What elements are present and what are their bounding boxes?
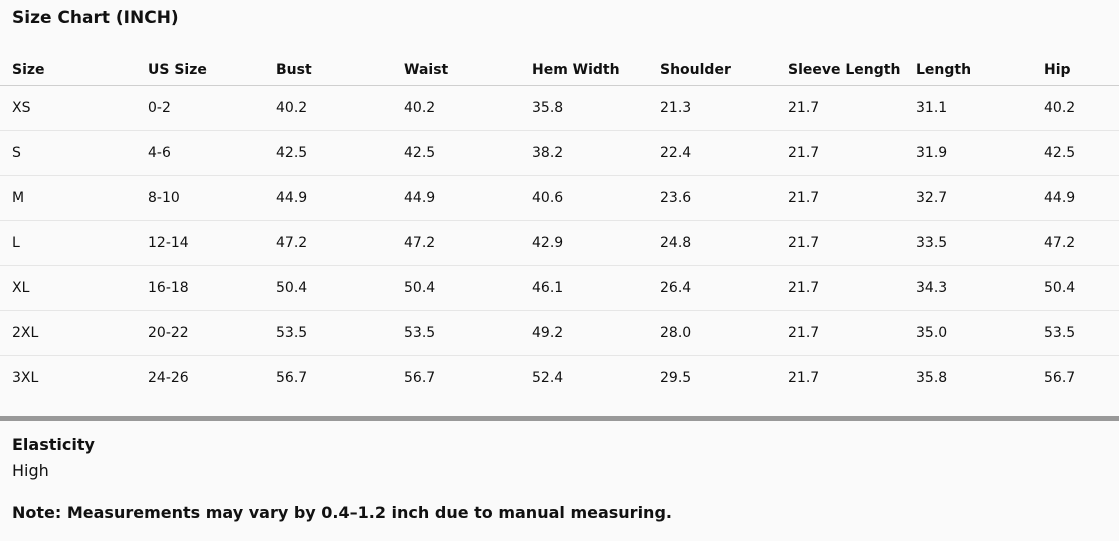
table-cell: 23.6 — [648, 175, 776, 221]
table-cell: 21.7 — [776, 220, 904, 266]
table-cell: 2XL — [0, 310, 136, 356]
table-cell: 31.9 — [904, 130, 1032, 176]
table-row: 2XL 20-22 53.5 53.5 49.2 28.0 21.7 35.0 53.5 — [0, 310, 1119, 356]
table-cell: 0-2 — [136, 85, 264, 131]
column-header: Length — [904, 40, 1032, 86]
table-cell: 35.8 — [916, 370, 948, 386]
table-header: Size US Size Bust Waist Hem Width Shoulder Sle… — [0, 40, 1119, 86]
elasticity-value: High — [12, 461, 49, 480]
table-cell: 28.0 — [648, 310, 776, 356]
table-cell: 47.2 — [392, 220, 520, 266]
table-cell: 42.5 — [392, 130, 520, 176]
table-cell: 56.7 — [404, 370, 436, 386]
table-cell: 53.5 — [264, 310, 392, 356]
table-cell: 46.1 — [520, 265, 648, 311]
table-cell: 22.4 — [648, 130, 776, 176]
table-cell: 50.4 — [392, 265, 520, 311]
table-cell: 24.8 — [648, 220, 776, 266]
table-cell: 8-10 — [136, 175, 264, 221]
table-cell: L — [0, 220, 136, 266]
table-cell: 34.3 — [904, 265, 1032, 311]
table-cell: XS — [0, 85, 136, 131]
table-cell: 26.4 — [648, 265, 776, 311]
table-cell: 44.9 — [1032, 175, 1119, 221]
table-cell: 21.7 — [776, 85, 904, 131]
table-cell: 47.2 — [264, 220, 392, 266]
table-cell: 21.7 — [776, 310, 904, 356]
table-cell: 4-6 — [136, 130, 264, 176]
table-row: M 8-10 44.9 44.9 40.6 23.6 21.7 32.7 44.9 — [0, 175, 1119, 221]
title: Size Chart (INCH) — [12, 8, 179, 28]
table-cell: S — [0, 130, 136, 176]
table-cell: 40.2 — [1032, 85, 1119, 131]
divider — [0, 416, 1119, 421]
table-cell: 32.7 — [904, 175, 1032, 221]
table-row: S 4-6 42.5 42.5 38.2 22.4 21.7 31.9 42.5 — [0, 130, 1119, 176]
table-cell: 31.1 — [904, 85, 1032, 131]
table-cell: 52.4 — [532, 370, 564, 386]
table-cell: 29.5 — [660, 370, 692, 386]
table-cell: 40.6 — [520, 175, 648, 221]
table-cell: 49.2 — [520, 310, 648, 356]
column-header: Waist — [392, 40, 520, 86]
table-cell: 38.2 — [520, 130, 648, 176]
table-cell: 21.7 — [776, 130, 904, 176]
table-cell: 3XL — [12, 370, 39, 386]
note: Note: Measurements may vary by 0.4–1.2 i… — [12, 503, 672, 522]
table-cell: 56.7 — [276, 370, 308, 386]
table-cell: 16-18 — [136, 265, 264, 311]
table-row: XL 16-18 50.4 50.4 46.1 26.4 21.7 34.3 50.4 — [0, 265, 1119, 311]
table-cell: 12-14 — [136, 220, 264, 266]
table-cell: 35.0 — [904, 310, 1032, 356]
column-header: Shoulder — [648, 40, 776, 86]
table-row: XS 0-2 40.2 40.2 35.8 21.3 21.7 31.1 40.2 — [0, 85, 1119, 131]
table-cell: 47.2 — [1032, 220, 1119, 266]
table-cell: 44.9 — [392, 175, 520, 221]
size-table: Size US Size Bust Waist Hem Width Shoulder Sle… — [0, 40, 1119, 400]
table-cell: 20-22 — [136, 310, 264, 356]
table-body: XS 0-2 40.2 40.2 35.8 21.3 21.7 31.1 40.2 S 4-6 42.… — [0, 85, 1119, 401]
table-cell: 21.3 — [648, 85, 776, 131]
column-header: Size — [0, 40, 136, 86]
table-cell: 21.7 — [776, 175, 904, 221]
table-cell: 42.9 — [520, 220, 648, 266]
column-header: Hem Width — [520, 40, 648, 86]
elasticity-label: Elasticity — [12, 435, 95, 454]
table-row: 3XL 24-26 56.7 56.7 52.4 29.5 21.7 35.8 56.7 — [0, 356, 1119, 401]
table-cell: 35.8 — [520, 85, 648, 131]
table-row: L 12-14 47.2 47.2 42.9 24.8 21.7 33.5 47.2 — [0, 220, 1119, 266]
table-cell: 40.2 — [392, 85, 520, 131]
table-cell: 40.2 — [264, 85, 392, 131]
column-header: Bust — [264, 40, 392, 86]
table-cell: XL — [0, 265, 136, 311]
table-cell: 53.5 — [1032, 310, 1119, 356]
table-cell: 44.9 — [264, 175, 392, 221]
table-cell: M — [0, 175, 136, 221]
column-header: Hip — [1032, 40, 1119, 86]
table-cell: 56.7 — [1044, 370, 1076, 386]
table-cell: 21.7 — [776, 265, 904, 311]
table-cell: 42.5 — [264, 130, 392, 176]
table-cell: 50.4 — [1032, 265, 1119, 311]
table-cell: 21.7 — [788, 370, 820, 386]
column-header: Sleeve Length — [776, 40, 904, 86]
header-row: Size US Size Bust Waist Hem Width Shoulder Sle… — [0, 40, 1119, 86]
table-cell: 42.5 — [1032, 130, 1119, 176]
table-cell: 53.5 — [392, 310, 520, 356]
column-header: US Size — [136, 40, 264, 86]
table-cell: 50.4 — [264, 265, 392, 311]
table-cell: 24-26 — [148, 370, 189, 386]
table-cell: 33.5 — [904, 220, 1032, 266]
